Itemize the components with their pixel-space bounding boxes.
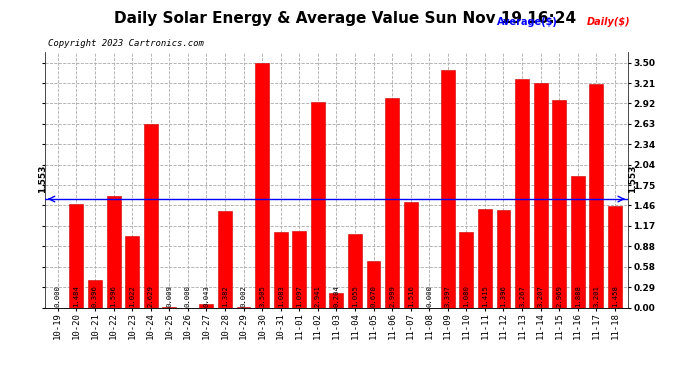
Text: 1.553: 1.553 — [37, 165, 46, 194]
Text: 1.415: 1.415 — [482, 285, 488, 307]
Text: 2.969: 2.969 — [556, 285, 562, 307]
Text: Average($): Average($) — [497, 17, 558, 27]
Text: 1.080: 1.080 — [464, 285, 469, 307]
Text: 0.000: 0.000 — [426, 285, 432, 307]
Text: 0.000: 0.000 — [55, 285, 61, 307]
Text: 1.516: 1.516 — [408, 285, 413, 307]
Bar — [478, 209, 492, 308]
Text: Daily Solar Energy & Average Value Sun Nov 19 16:24: Daily Solar Energy & Average Value Sun N… — [114, 11, 576, 26]
Bar — [199, 304, 213, 307]
Bar — [441, 70, 455, 308]
Text: 0.002: 0.002 — [241, 285, 246, 307]
Bar — [533, 84, 548, 308]
Bar — [552, 100, 566, 308]
Text: 1.097: 1.097 — [296, 285, 302, 307]
Text: 0.043: 0.043 — [204, 285, 209, 307]
Text: 1.396: 1.396 — [500, 285, 506, 307]
Bar — [106, 196, 121, 308]
Text: 1.022: 1.022 — [129, 285, 135, 307]
Text: 1.888: 1.888 — [575, 285, 581, 307]
Bar — [608, 206, 622, 308]
Bar — [293, 231, 306, 308]
Text: 3.207: 3.207 — [538, 285, 544, 307]
Bar — [162, 307, 176, 308]
Bar — [348, 234, 362, 308]
Text: 3.267: 3.267 — [519, 285, 525, 307]
Bar — [329, 293, 344, 308]
Bar — [366, 261, 380, 308]
Text: 3.505: 3.505 — [259, 285, 265, 307]
Text: 0.000: 0.000 — [185, 285, 191, 307]
Text: 1.553: 1.553 — [628, 165, 637, 194]
Bar — [144, 124, 157, 308]
Text: 0.396: 0.396 — [92, 285, 98, 307]
Text: 1.484: 1.484 — [73, 285, 79, 307]
Bar — [255, 63, 269, 308]
Text: 0.009: 0.009 — [166, 285, 172, 307]
Bar — [274, 232, 288, 308]
Bar — [571, 176, 584, 308]
Text: 0.204: 0.204 — [333, 285, 339, 307]
Text: 2.941: 2.941 — [315, 285, 321, 307]
Bar — [125, 236, 139, 308]
Text: 3.397: 3.397 — [445, 285, 451, 307]
Bar — [88, 280, 102, 308]
Text: 1.458: 1.458 — [612, 285, 618, 307]
Text: 1.382: 1.382 — [222, 285, 228, 307]
Bar — [460, 232, 473, 308]
Text: 2.999: 2.999 — [389, 285, 395, 307]
Text: 2.629: 2.629 — [148, 285, 154, 307]
Text: 1.083: 1.083 — [277, 285, 284, 307]
Text: Copyright 2023 Cartronics.com: Copyright 2023 Cartronics.com — [48, 39, 204, 48]
Text: 1.055: 1.055 — [352, 285, 358, 307]
Bar — [70, 204, 83, 308]
Text: Daily($): Daily($) — [586, 17, 630, 27]
Bar — [515, 79, 529, 308]
Bar — [218, 211, 232, 308]
Bar — [589, 84, 603, 308]
Bar — [310, 102, 325, 308]
Bar — [404, 202, 417, 308]
Bar — [497, 210, 511, 308]
Text: 1.596: 1.596 — [110, 285, 117, 307]
Text: 0.670: 0.670 — [371, 285, 377, 307]
Bar — [385, 98, 399, 308]
Text: 3.201: 3.201 — [593, 285, 600, 307]
